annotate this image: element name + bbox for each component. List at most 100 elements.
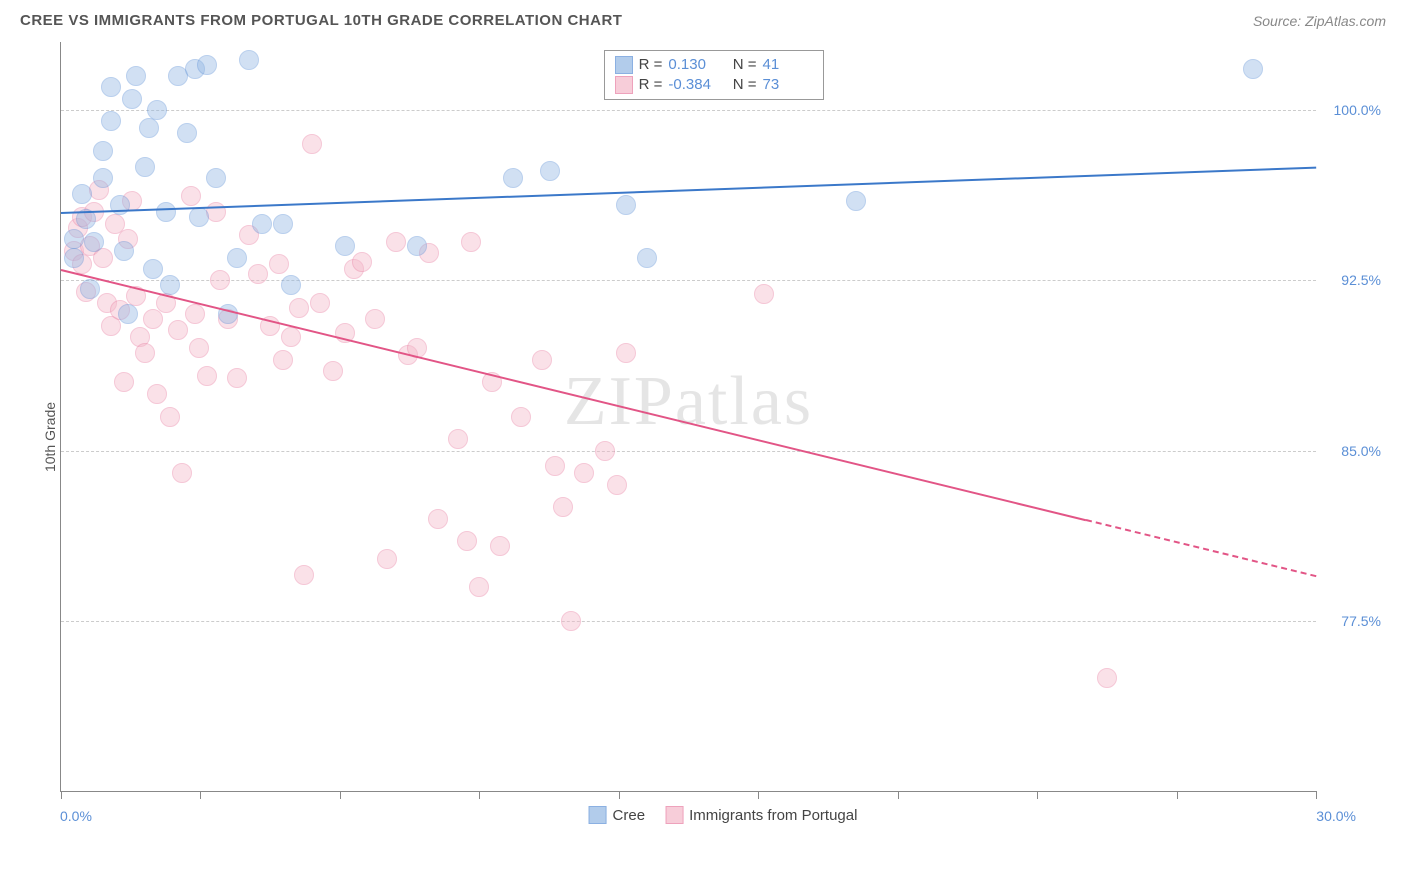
scatter-point <box>143 259 163 279</box>
scatter-point <box>323 361 343 381</box>
scatter-point <box>269 254 289 274</box>
scatter-point <box>64 229 84 249</box>
scatter-point <box>846 191 866 211</box>
x-tick-mark <box>619 791 620 799</box>
legend-swatch <box>665 806 683 824</box>
scatter-point <box>428 509 448 529</box>
scatter-point <box>227 248 247 268</box>
scatter-point <box>545 456 565 476</box>
plot-area: ZIPatlas 77.5%85.0%92.5%100.0% <box>60 42 1316 792</box>
scatter-point <box>532 350 552 370</box>
stat-n-value: 73 <box>763 76 813 93</box>
scatter-point <box>206 168 226 188</box>
scatter-point <box>181 186 201 206</box>
y-tick-label: 92.5% <box>1341 272 1381 288</box>
scatter-point <box>616 195 636 215</box>
stat-r-value: -0.384 <box>668 76 718 93</box>
series-legend: Cree Immigrants from Portugal <box>589 806 858 824</box>
scatter-point <box>352 252 372 272</box>
x-tick-mark <box>200 791 201 799</box>
scatter-point <box>540 161 560 181</box>
scatter-point <box>574 463 594 483</box>
scatter-point <box>64 248 84 268</box>
scatter-point <box>210 270 230 290</box>
scatter-point <box>160 407 180 427</box>
x-tick-mark <box>61 791 62 799</box>
legend-item: Cree <box>589 806 646 824</box>
chart-header: CREE VS IMMIGRANTS FROM PORTUGAL 10TH GR… <box>0 0 1406 37</box>
scatter-point <box>227 368 247 388</box>
scatter-point <box>457 531 477 551</box>
scatter-point <box>114 241 134 261</box>
scatter-point <box>93 168 113 188</box>
scatter-point <box>302 134 322 154</box>
x-axis-max-label: 30.0% <box>1316 808 1356 824</box>
scatter-point <box>377 549 397 569</box>
source-name: ZipAtlas.com <box>1305 13 1386 29</box>
scatter-point <box>197 55 217 75</box>
legend-label: Cree <box>613 807 646 824</box>
stat-r-label: R = <box>639 56 663 73</box>
regression-line <box>61 269 1086 521</box>
scatter-point <box>365 309 385 329</box>
scatter-point <box>386 232 406 252</box>
scatter-point <box>126 66 146 86</box>
regression-line <box>61 167 1316 214</box>
scatter-point <box>185 304 205 324</box>
chart-container: 10th Grade ZIPatlas 77.5%85.0%92.5%100.0… <box>60 42 1386 832</box>
scatter-point <box>72 184 92 204</box>
scatter-point <box>289 298 309 318</box>
scatter-point <box>135 343 155 363</box>
x-tick-mark <box>340 791 341 799</box>
scatter-point <box>607 475 627 495</box>
scatter-point <box>1243 59 1263 79</box>
y-tick-label: 85.0% <box>1341 443 1381 459</box>
y-tick-label: 77.5% <box>1341 613 1381 629</box>
scatter-point <box>595 441 615 461</box>
scatter-point <box>616 343 636 363</box>
scatter-point <box>511 407 531 427</box>
x-axis-min-label: 0.0% <box>60 808 92 824</box>
scatter-point <box>189 338 209 358</box>
scatter-point <box>561 611 581 631</box>
scatter-point <box>273 214 293 234</box>
scatter-point <box>160 275 180 295</box>
scatter-point <box>461 232 481 252</box>
scatter-point <box>197 366 217 386</box>
scatter-point <box>248 264 268 284</box>
scatter-point <box>101 77 121 97</box>
scatter-point <box>80 279 100 299</box>
x-tick-mark <box>1316 791 1317 799</box>
series-swatch <box>615 56 633 74</box>
regression-line <box>1086 519 1317 577</box>
scatter-point <box>503 168 523 188</box>
gridline-horizontal <box>61 280 1316 281</box>
scatter-point <box>448 429 468 449</box>
source-prefix: Source: <box>1253 13 1305 29</box>
gridline-horizontal <box>61 110 1316 111</box>
scatter-point <box>252 214 272 234</box>
stat-n-label: N = <box>724 56 756 73</box>
gridline-horizontal <box>61 451 1316 452</box>
x-tick-mark <box>1037 791 1038 799</box>
scatter-point <box>101 111 121 131</box>
stats-row: R = -0.384 N = 73 <box>615 75 813 95</box>
scatter-point <box>189 207 209 227</box>
stat-n-value: 41 <box>763 56 813 73</box>
scatter-point <box>281 327 301 347</box>
x-tick-mark <box>479 791 480 799</box>
scatter-point <box>469 577 489 597</box>
stat-r-label: R = <box>639 76 663 93</box>
scatter-point <box>239 50 259 70</box>
source-credit: Source: ZipAtlas.com <box>1253 13 1386 29</box>
legend-item: Immigrants from Portugal <box>665 806 857 824</box>
stats-row: R = 0.130 N = 41 <box>615 55 813 75</box>
x-tick-mark <box>758 791 759 799</box>
stat-n-label: N = <box>724 76 756 93</box>
scatter-point <box>490 536 510 556</box>
scatter-point <box>93 141 113 161</box>
scatter-point <box>168 320 188 340</box>
scatter-point <box>273 350 293 370</box>
scatter-point <box>118 304 138 324</box>
scatter-point <box>310 293 330 313</box>
